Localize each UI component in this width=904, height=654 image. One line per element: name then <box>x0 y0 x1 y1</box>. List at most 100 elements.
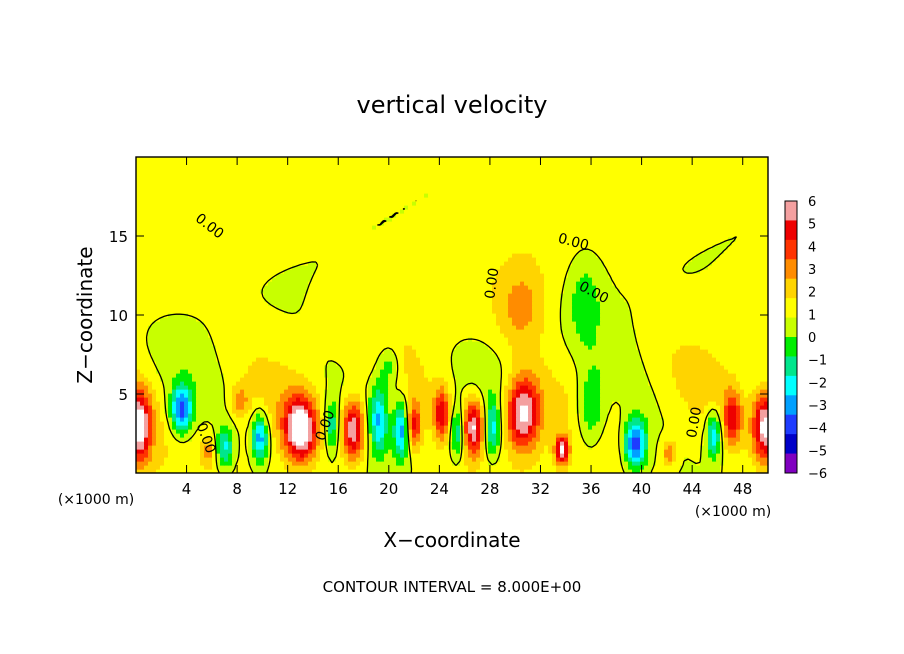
field-cell <box>228 457 233 462</box>
field-cell <box>640 461 645 466</box>
field-cell <box>292 357 297 362</box>
field-cell <box>328 353 333 358</box>
field-cell <box>596 425 601 430</box>
field-cell <box>256 393 261 398</box>
field-cell <box>380 409 385 414</box>
field-cell <box>204 385 209 390</box>
field-cell <box>728 413 733 418</box>
field-cell <box>288 425 293 430</box>
field-cell <box>712 369 717 374</box>
field-cell <box>348 445 353 450</box>
field-cell <box>160 417 165 422</box>
field-cell <box>264 381 269 386</box>
field-cell <box>652 361 657 366</box>
field-cell <box>704 461 709 466</box>
field-cell <box>380 453 385 458</box>
field-cell <box>728 401 733 406</box>
field-cell <box>596 433 601 438</box>
field-cell <box>412 385 417 390</box>
field-cell <box>244 401 249 406</box>
field-cell <box>424 365 429 370</box>
field-cell <box>440 445 445 450</box>
field-cell <box>296 409 301 414</box>
field-cell <box>440 397 445 402</box>
field-cell <box>300 445 305 450</box>
field-cell <box>384 377 389 382</box>
field-cell <box>372 417 377 422</box>
field-cell <box>408 437 413 442</box>
field-cell <box>404 457 409 462</box>
field-cell <box>536 365 541 370</box>
field-cell <box>556 405 561 410</box>
field-cell <box>528 453 533 458</box>
field-cell <box>456 389 461 394</box>
field-cell <box>388 393 393 398</box>
field-cell <box>140 421 145 426</box>
field-cell <box>384 457 389 462</box>
field-cell <box>368 457 373 462</box>
field-cell <box>764 365 768 370</box>
field-cell <box>692 385 697 390</box>
field-cell <box>276 445 281 450</box>
field-cell <box>656 353 661 358</box>
field-cell <box>764 433 768 438</box>
field-cell <box>460 401 465 406</box>
field-cell <box>476 405 481 410</box>
field-cell <box>740 389 745 394</box>
field-cell <box>604 433 609 438</box>
field-cell <box>544 369 549 374</box>
field-cell <box>544 405 549 410</box>
field-cell <box>372 445 377 450</box>
field-cell <box>328 441 333 446</box>
field-cell <box>376 461 381 466</box>
field-cell <box>324 453 329 458</box>
field-cell <box>376 345 381 350</box>
field-cell <box>748 357 753 362</box>
field-cell <box>676 445 681 450</box>
field-cell <box>280 405 285 410</box>
field-cell <box>732 461 737 466</box>
field-cell <box>584 449 589 454</box>
field-cell <box>304 417 309 422</box>
field-cell <box>412 353 417 358</box>
field-cell <box>556 417 561 422</box>
field-cell <box>196 369 201 374</box>
field-cell <box>608 393 613 398</box>
field-cell <box>596 361 601 366</box>
field-cell <box>612 349 617 354</box>
field-cell <box>308 453 313 458</box>
field-cell <box>408 465 413 470</box>
field-cell <box>336 389 341 394</box>
field-cell <box>540 381 545 386</box>
field-cell <box>164 365 169 370</box>
field-cell <box>684 449 689 454</box>
field-cell <box>400 461 405 466</box>
field-cell <box>708 393 713 398</box>
field-cell <box>304 381 309 386</box>
field-cell <box>600 433 605 438</box>
field-cell <box>172 429 177 434</box>
field-cell <box>696 429 701 434</box>
field-cell <box>540 429 545 434</box>
field-cell <box>320 441 325 446</box>
field-cell <box>500 349 505 354</box>
field-cell <box>644 385 649 390</box>
field-cell <box>520 345 525 350</box>
field-cell <box>464 449 469 454</box>
field-cell <box>240 385 245 390</box>
field-cell <box>684 417 689 422</box>
field-cell <box>240 453 245 458</box>
field-cell <box>692 405 697 410</box>
field-cell <box>524 441 529 446</box>
field-cell <box>376 421 381 426</box>
field-cell <box>176 413 181 418</box>
field-cell <box>196 393 201 398</box>
field-cell <box>528 369 533 374</box>
field-cell <box>264 421 269 426</box>
field-cell <box>180 437 185 442</box>
field-cell <box>256 353 261 358</box>
field-cell <box>340 373 345 378</box>
field-cell <box>636 405 641 410</box>
field-cell <box>676 405 681 410</box>
field-cell <box>524 349 529 354</box>
